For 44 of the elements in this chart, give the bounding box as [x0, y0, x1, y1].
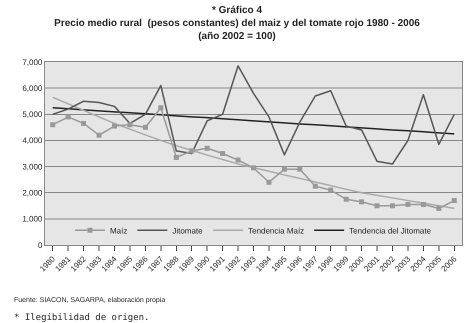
- line-series: [52, 65, 456, 165]
- point: [374, 203, 380, 208]
- point: [266, 180, 272, 185]
- y-tick-label: 5,000: [22, 110, 43, 120]
- point: [328, 188, 334, 193]
- point: [127, 122, 132, 128]
- point: [158, 105, 164, 110]
- point: [66, 114, 71, 120]
- point: [344, 196, 349, 202]
- point: [436, 206, 442, 211]
- legend-label: Maíz: [110, 226, 128, 236]
- point: [204, 146, 210, 151]
- y-tick-label: 4,000: [22, 136, 43, 146]
- point: [189, 148, 194, 154]
- point: [50, 122, 56, 128]
- point: [359, 199, 364, 204]
- chart-title: * Gráfico 4: [212, 4, 262, 16]
- point: [452, 198, 457, 204]
- point: [251, 165, 256, 170]
- point: [282, 166, 287, 172]
- y-tick-label: 1,000: [22, 214, 43, 224]
- y-tick-label: 6,000: [22, 84, 43, 93]
- point: [405, 202, 410, 207]
- legend-label: Jitomate: [172, 226, 204, 236]
- y-tick-label: 3,000: [22, 162, 43, 172]
- legend-label: Tendencia del Jitomate: [349, 226, 432, 236]
- chart-subtitle: Precio medio rural (pesos constantes) del maiz y del tomate rojo 1980 - 2006 (año 2002 = 100): [54, 18, 420, 42]
- point: [112, 124, 117, 129]
- line-series: [52, 107, 456, 135]
- point: [420, 202, 426, 207]
- text: * Ilegibilidad de origen.: [14, 313, 150, 323]
- y-tick-label: 0: [38, 240, 43, 250]
- legend-label: Tendencia Maíz: [248, 226, 304, 236]
- y-tick-label: 2,000: [22, 188, 43, 198]
- point: [297, 166, 302, 172]
- point: [142, 124, 148, 130]
- point: [96, 132, 102, 138]
- point: [312, 184, 318, 189]
- point: [390, 203, 395, 208]
- point: [81, 120, 86, 126]
- point: [220, 151, 226, 156]
- point: [174, 154, 179, 160]
- y-tick-label: 7,000: [22, 58, 43, 67]
- point: [236, 158, 241, 163]
